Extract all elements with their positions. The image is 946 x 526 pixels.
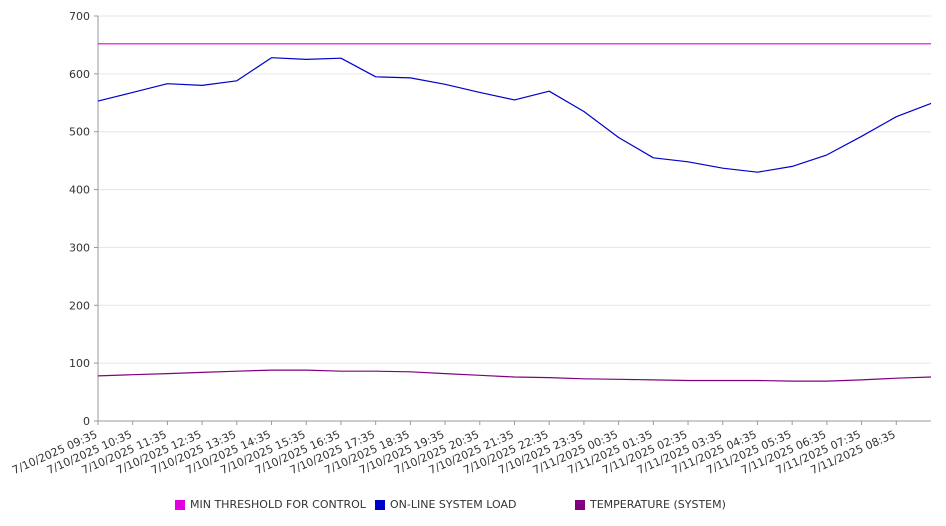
y-axis-ticks: 0 100 200 300 400 500 600 700 <box>69 10 98 428</box>
legend-label-temperature: TEMPERATURE (SYSTEM) <box>590 498 726 511</box>
y-tick-label: 100 <box>69 357 90 370</box>
legend-label-min-threshold: MIN THRESHOLD FOR CONTROL <box>190 498 366 511</box>
y-tick-label: 500 <box>69 126 90 139</box>
legend: MIN THRESHOLD FOR CONTROL ON-LINE SYSTEM… <box>175 498 735 514</box>
legend-swatch-system-load <box>375 499 385 510</box>
legend-swatch-temperature <box>575 499 585 510</box>
y-tick-label: 300 <box>69 241 90 254</box>
y-tick-label: 700 <box>69 10 90 23</box>
legend-item-temperature[interactable]: TEMPERATURE (SYSTEM) <box>575 498 726 511</box>
legend-label-system-load: ON-LINE SYSTEM LOAD <box>390 498 517 511</box>
y-tick-label: 200 <box>69 299 90 312</box>
series-line-system-load <box>97 57 932 173</box>
x-axis-ticks: 7/10/2025 09:357/10/2025 10:357/10/2025 … <box>10 421 898 477</box>
grid-lines <box>98 15 931 364</box>
series-line-temperature <box>97 369 932 382</box>
legend-item-min-threshold[interactable]: MIN THRESHOLD FOR CONTROL <box>175 498 366 511</box>
y-tick-label: 600 <box>69 68 90 81</box>
y-tick-label: 400 <box>69 184 90 197</box>
series-lines <box>97 43 932 382</box>
y-tick-label: 0 <box>83 415 90 428</box>
legend-swatch-min-threshold <box>175 499 185 510</box>
legend-item-system-load[interactable]: ON-LINE SYSTEM LOAD <box>375 498 516 511</box>
